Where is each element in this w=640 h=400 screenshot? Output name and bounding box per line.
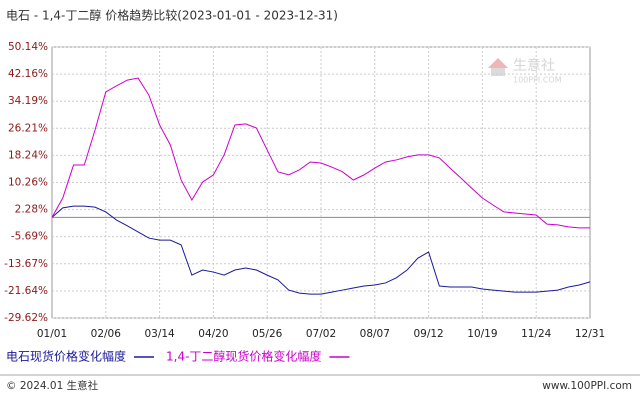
y-tick-label: 42.16% — [8, 68, 48, 80]
x-tick-label: 04/20 — [198, 328, 228, 340]
y-tick-label: 34.19% — [8, 95, 48, 107]
x-tick-label: 11/24 — [521, 328, 552, 340]
series-line — [51, 205, 591, 295]
legend-label: 1,4-丁二醇现货价格变化幅度 — [166, 349, 321, 364]
y-tick-label: 26.21% — [8, 122, 48, 134]
y-tick-label: 10.26% — [8, 177, 48, 189]
y-tick-label: -13.67% — [4, 258, 48, 270]
x-tick-label: 08/07 — [360, 328, 390, 340]
x-tick-label: 10/19 — [467, 328, 497, 340]
legend-label: 电石现货价格变化幅度 — [6, 349, 126, 364]
y-tick-label: -29.62% — [4, 312, 48, 324]
y-tick-label: 50.14% — [8, 41, 48, 53]
watermark-text: 生意社 — [513, 57, 555, 74]
x-tick-label: 03/14 — [144, 328, 175, 340]
watermark: 生意社 100PPI.COM — [488, 57, 562, 85]
y-tick-label: -5.69% — [11, 231, 48, 243]
y-tick-label: 18.24% — [8, 149, 48, 161]
series-line — [51, 77, 590, 229]
footer-left: © 2024.01 生意社 — [6, 379, 99, 392]
x-tick-label: 07/02 — [306, 328, 336, 340]
x-tick-label: 05/26 — [252, 328, 283, 340]
x-tick-label: 12/31 — [575, 328, 605, 340]
watermark-url: 100PPI.COM — [513, 76, 562, 85]
x-tick-label: 01/01 — [37, 328, 67, 340]
x-tick-label: 09/12 — [413, 328, 443, 340]
y-tick-label: -21.64% — [4, 285, 48, 297]
y-tick-label: 2.28% — [15, 204, 48, 216]
chart-title: 电石 - 1,4-丁二醇 价格趋势比较(2023-01-01 - 2023-12… — [6, 8, 338, 23]
footer-right: www.100PPI.com — [542, 380, 632, 392]
x-tick-label: 02/06 — [91, 328, 122, 340]
